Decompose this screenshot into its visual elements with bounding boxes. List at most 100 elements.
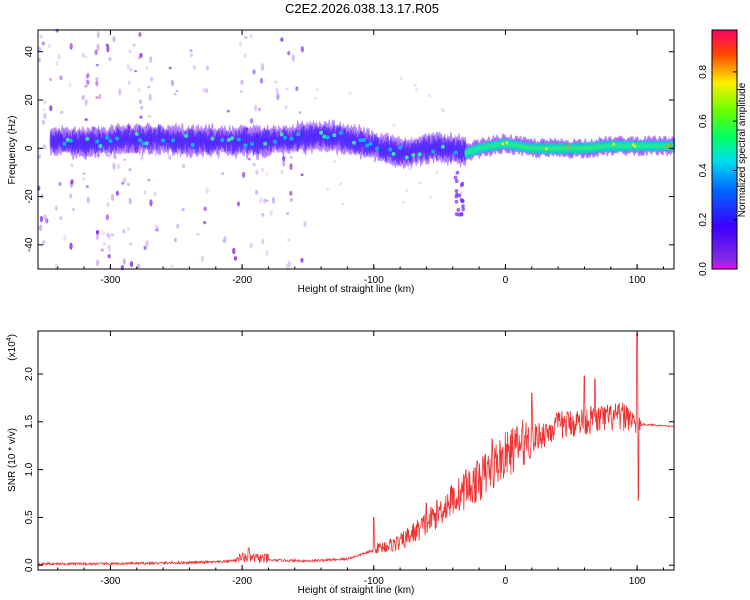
spectrogram-noise-cell <box>339 182 343 186</box>
spectrogram-noise-cell <box>120 265 124 271</box>
spectrogram-highlight-cell <box>236 137 241 142</box>
spectrogram-highlight-cell <box>388 147 393 152</box>
spectrogram-noise-cell <box>173 237 177 243</box>
spectrogram-noise-cell <box>55 61 59 66</box>
spectrogram-noise-cell <box>233 256 238 261</box>
spectrogram-highlight-cell <box>210 136 215 141</box>
snr-y-tick-label: 1.0 <box>24 462 35 476</box>
snr-exponent-close: ) <box>7 334 18 337</box>
spectrogram-highlight-cell <box>338 130 343 135</box>
spectrogram-noise-cell <box>286 238 291 242</box>
spectrogram-highlight-cell <box>226 137 231 142</box>
spectrogram-noise-cell <box>82 176 86 181</box>
spectrogram-highlight-cell <box>220 138 225 143</box>
spectrogram-noise-cell <box>149 199 153 207</box>
spectrogram-noise-cell <box>107 253 111 259</box>
colorbar-tick-label: 0.2 <box>698 212 709 226</box>
spectrogram-highlight-cell <box>95 139 100 144</box>
spectrogram-noise-cell <box>96 30 100 39</box>
spectrogram-highlight-cell <box>325 135 330 140</box>
spectrogram-noise-cell <box>85 185 89 188</box>
spectrogram-noise-cell <box>95 77 99 81</box>
snr-x-tick-label: 100 <box>629 576 646 587</box>
spectrogram-noise-cell <box>139 52 143 58</box>
spectrogram-noise-cell <box>100 248 104 252</box>
spectrogram-noise-cell <box>57 54 61 60</box>
spectrogram-noise-cell <box>205 87 209 94</box>
colorbar-ticks: 0.0 0.2 0.4 0.6 0.8 <box>698 64 737 276</box>
spectrogram-y-tick-label: 40 <box>24 46 35 58</box>
spectrogram-highlight-cell <box>243 143 248 148</box>
spectrogram-noise-cell <box>333 160 337 164</box>
spectrogram-noise-cell <box>200 255 205 263</box>
spectrogram-y-tick-label: 20 <box>24 94 35 106</box>
spectrogram-highlight-cell <box>184 133 189 138</box>
spectrogram-y-tick-label: -20 <box>24 189 35 204</box>
snr-y-ticks: 0.0 0.5 1.0 1.5 2.0 <box>24 367 674 572</box>
spectrogram-noise-cell <box>120 181 125 185</box>
spectrogram-noise-cell <box>408 167 412 171</box>
spectrogram-noise-cell <box>341 202 345 206</box>
spectrogram-noise-cell <box>254 189 259 195</box>
spectrogram-plume-cell <box>454 179 459 184</box>
snr-exponent-power: 4 <box>6 337 13 341</box>
spectrogram-noise-cell <box>47 43 52 49</box>
spectrogram-frame <box>37 29 675 270</box>
spectrogram-noise-cell <box>240 79 244 86</box>
spectrogram-highlight-cell <box>404 155 409 160</box>
spectrogram-noise-cell <box>107 244 111 250</box>
spectrogram-noise-cell <box>259 196 263 204</box>
spectrogram-noise-cell <box>129 68 133 72</box>
spectrogram-highlight-cell <box>141 141 146 146</box>
spectrogram-plume-cell <box>459 197 464 202</box>
spectrogram-noise-cell <box>155 226 160 232</box>
spectrogram-noise-cell <box>43 214 47 220</box>
spectrogram-noise-cell <box>39 34 43 39</box>
spectrogram-x-ticks: -300 -200 -100 0 100 <box>57 30 664 286</box>
spectrogram-noise-cell <box>95 80 99 87</box>
spectrogram-highlight-cell <box>249 141 254 146</box>
spectrogram-noise-cell <box>69 43 73 50</box>
spectrogram-highlight-cell <box>358 138 363 143</box>
spectrogram-noise-cell <box>170 264 174 268</box>
spectrogram-noise-cell <box>70 179 74 185</box>
spectrogram-noise-cell <box>441 109 445 113</box>
spectrogram-noise-cell <box>261 167 265 173</box>
spectrogram-noise-cell <box>247 157 251 161</box>
spectrogram-noise-cell <box>326 187 330 191</box>
spectrogram-noise-cell <box>84 84 88 88</box>
spectrogram-noise-cell <box>118 88 122 96</box>
spectrogram-noise-cell <box>300 45 304 53</box>
spectrogram-noise-cell <box>86 72 90 79</box>
spectrogram-highlight-cell <box>352 140 357 145</box>
spectrogram-noise-cell <box>110 233 115 237</box>
spectrogram-plume-cell <box>455 170 460 175</box>
spectrogram-highlight-cell <box>296 132 301 137</box>
spectrogram-noise-cell <box>115 190 119 196</box>
spectrogram-noise-cell <box>252 162 256 167</box>
spectrogram-noise-cell <box>102 242 107 246</box>
spectrogram-noise-cell <box>282 155 286 161</box>
snr-x-tick-label: -300 <box>100 576 120 587</box>
spectrogram-noise-cell <box>128 167 132 172</box>
spectrogram-noise-cell <box>122 229 126 234</box>
spectrogram-noise-cell <box>232 247 236 255</box>
spectrogram-plume-cell <box>456 207 461 212</box>
spectrogram-highlight-cell <box>398 145 403 150</box>
spectrogram-x-tick-label: 0 <box>503 275 509 286</box>
spectrogram-noise-cell <box>249 117 254 124</box>
spectrogram-noise-cell <box>428 195 432 199</box>
colorbar-tick-label: 0.4 <box>698 163 709 177</box>
spectrogram-noise-cell <box>244 36 248 39</box>
spectrogram-noise-cell <box>136 263 141 269</box>
spectrogram-highlight-cell <box>454 150 459 155</box>
spectrogram-highlight-cell <box>263 141 268 146</box>
spectrogram-noise-cell <box>41 41 45 46</box>
spectrogram-noise-cell <box>280 169 284 175</box>
spectrogram-noise-cell <box>269 210 273 216</box>
spectrogram-noise-cell <box>221 171 225 176</box>
spectrogram-noise-cell <box>116 163 121 170</box>
colorbar-tick-label: 0.0 <box>698 262 709 276</box>
snr-x-tick-label: -200 <box>232 576 252 587</box>
spectrogram-plume-cell <box>453 175 458 180</box>
